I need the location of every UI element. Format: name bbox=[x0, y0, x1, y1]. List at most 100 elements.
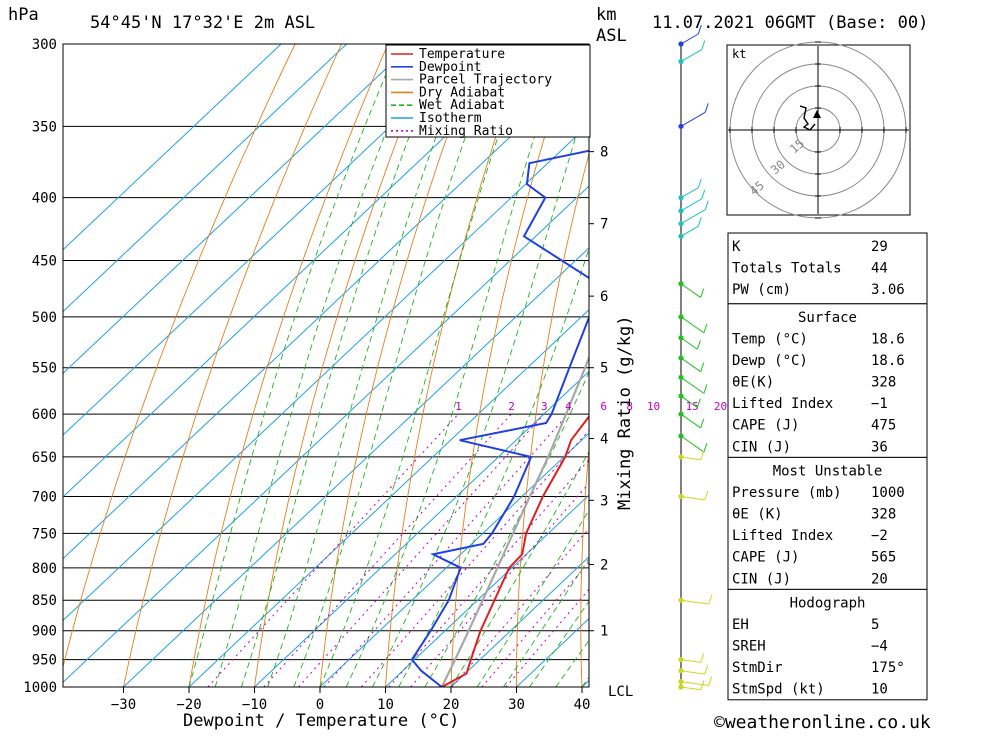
mixing-ratio-label-10: 10 bbox=[647, 400, 660, 413]
indices-surface-value-2: 328 bbox=[871, 375, 896, 391]
pressure-tick-950: 950 bbox=[32, 653, 57, 669]
wind-barb-shaft-7 bbox=[681, 284, 701, 298]
pressure-tick-600: 600 bbox=[32, 407, 57, 423]
plot-frame bbox=[63, 44, 589, 687]
indices-surface-label-2: θE(K) bbox=[732, 375, 774, 391]
wind-barb-shaft-10 bbox=[681, 358, 701, 372]
dry-adiabat-20 bbox=[451, 44, 574, 687]
copyright: ©weatheronline.co.uk bbox=[714, 712, 931, 733]
pressure-tick-900: 900 bbox=[32, 624, 57, 640]
km-tick-label-8: 8 bbox=[600, 145, 608, 161]
wet-adiabat--4 bbox=[294, 44, 499, 687]
km-tick-label-3: 3 bbox=[600, 493, 608, 509]
wind-barb-shaft-20 bbox=[681, 682, 709, 686]
pressure-tick-300: 300 bbox=[32, 37, 57, 53]
hpa-label: hPa bbox=[8, 5, 39, 25]
wind-barb-flag-1 bbox=[702, 41, 705, 50]
indices-top-value-2: 3.06 bbox=[871, 282, 905, 298]
mixing-ratio-line-8 bbox=[389, 414, 629, 687]
mixing-ratio-label-2: 2 bbox=[508, 400, 515, 413]
wind-barb-flag-13 bbox=[701, 419, 704, 428]
wind-barb-shaft-4 bbox=[681, 199, 702, 211]
datetime-title: 11.07.2021 06GMT (Base: 00) bbox=[652, 13, 928, 33]
wind-barb-flag-3 bbox=[698, 179, 701, 188]
km-tick-label-2: 2 bbox=[600, 557, 608, 573]
mixing-ratio-label-6: 6 bbox=[600, 400, 607, 413]
y-axis-title-right: Mixing Ratio (g/kg) bbox=[615, 316, 635, 510]
wet-adiabat--12 bbox=[241, 44, 445, 687]
wind-barb-shaft-9 bbox=[681, 338, 697, 349]
indices-surface-label-1: Dewp (°C) bbox=[732, 353, 808, 369]
indices-top-label-1: Totals Totals bbox=[732, 261, 842, 277]
indices-hodograph-value-1: −4 bbox=[871, 639, 888, 655]
mixing-ratio-label-4: 4 bbox=[565, 400, 572, 413]
wind-barb-shaft-1 bbox=[681, 50, 702, 62]
km-tick-label-6: 6 bbox=[600, 289, 608, 305]
pressure-tick-700: 700 bbox=[32, 490, 57, 506]
indices-hodograph-title: Hodograph bbox=[790, 595, 866, 611]
indices-hodograph-label-1: SREH bbox=[732, 639, 766, 655]
wind-barb-shaft-8 bbox=[681, 317, 704, 333]
indices-most-unstable-label-2: Lifted Index bbox=[732, 528, 833, 544]
indices-most-unstable-value-1: 328 bbox=[871, 507, 896, 523]
wind-barb-flag-19 bbox=[705, 665, 708, 674]
wind-barb-flag-16 bbox=[705, 491, 708, 500]
indices-most-unstable-label-3: CAPE (J) bbox=[732, 550, 799, 566]
wind-barb-shaft-6 bbox=[681, 226, 698, 236]
indices-hodograph-value-3: 10 bbox=[871, 682, 888, 698]
pressure-tick-350: 350 bbox=[32, 119, 57, 135]
indices-hodograph-value-0: 5 bbox=[871, 617, 879, 633]
wind-barb-flag-14 bbox=[704, 443, 707, 452]
wet-adiabat--16 bbox=[215, 44, 421, 687]
sounding-series bbox=[412, 44, 728, 687]
wind-barb-shaft-2 bbox=[681, 112, 705, 126]
indices-most-unstable-label-1: θE (K) bbox=[732, 507, 783, 523]
indices-surface-value-3: −1 bbox=[871, 396, 888, 412]
wind-barb-shaft-0 bbox=[681, 34, 698, 44]
isotherm--50 bbox=[0, 44, 674, 687]
mixing-ratio-label-20: 20 bbox=[714, 400, 727, 413]
pressure-tick-850: 850 bbox=[32, 593, 57, 609]
wind-barb-shaft-19 bbox=[681, 671, 705, 674]
mixing-ratio-label-3: 3 bbox=[541, 400, 548, 413]
mixing-ratio-label-1: 1 bbox=[455, 400, 462, 413]
wind-barb-flag-11 bbox=[704, 384, 707, 393]
wind-barb-shaft-15 bbox=[681, 457, 701, 460]
wind-barb-flag-8 bbox=[704, 324, 707, 333]
wind-barb-shaft-14 bbox=[681, 436, 704, 452]
wind-barb-flag-21 bbox=[701, 681, 704, 690]
wind-barb-flag-17 bbox=[709, 595, 712, 604]
wind-barb-flag-5 bbox=[705, 201, 708, 210]
asl-label: ASL bbox=[596, 26, 627, 46]
pressure-tick-500: 500 bbox=[32, 310, 57, 326]
wind-barb-shaft-13 bbox=[681, 414, 701, 428]
isotherm--70 bbox=[0, 44, 543, 687]
dry-adiabat--30 bbox=[124, 44, 342, 687]
wet-adiabat--20 bbox=[189, 44, 399, 687]
wind-barb-flag-7 bbox=[701, 289, 704, 298]
indices-most-unstable-value-4: 20 bbox=[871, 571, 888, 587]
pressure-tick-450: 450 bbox=[32, 254, 57, 270]
wind-barb-flag-2 bbox=[705, 103, 708, 112]
wind-barb-flag-10 bbox=[701, 363, 704, 372]
wind-barb-shaft-17 bbox=[681, 600, 709, 604]
indices-surface-value-1: 18.6 bbox=[871, 353, 905, 369]
indices-hodograph-label-0: EH bbox=[732, 617, 749, 633]
indices-surface-value-5: 36 bbox=[871, 439, 888, 455]
pressure-tick-750: 750 bbox=[32, 526, 57, 542]
indices-most-unstable-title: Most Unstable bbox=[773, 463, 883, 479]
wind-barb-shaft-16 bbox=[681, 497, 705, 500]
indices-most-unstable-value-2: −2 bbox=[871, 528, 888, 544]
pressure-tick-650: 650 bbox=[32, 450, 57, 466]
dry-adiabat-110 bbox=[981, 44, 1000, 687]
wind-barb-flag-9 bbox=[697, 340, 700, 349]
indices-surface-value-4: 475 bbox=[871, 418, 896, 434]
km-tick-label-1: 1 bbox=[600, 624, 608, 640]
wet-adiabat-12 bbox=[399, 44, 651, 687]
indices-most-unstable-value-3: 565 bbox=[871, 550, 896, 566]
indices-most-unstable-value-0: 1000 bbox=[871, 485, 905, 501]
